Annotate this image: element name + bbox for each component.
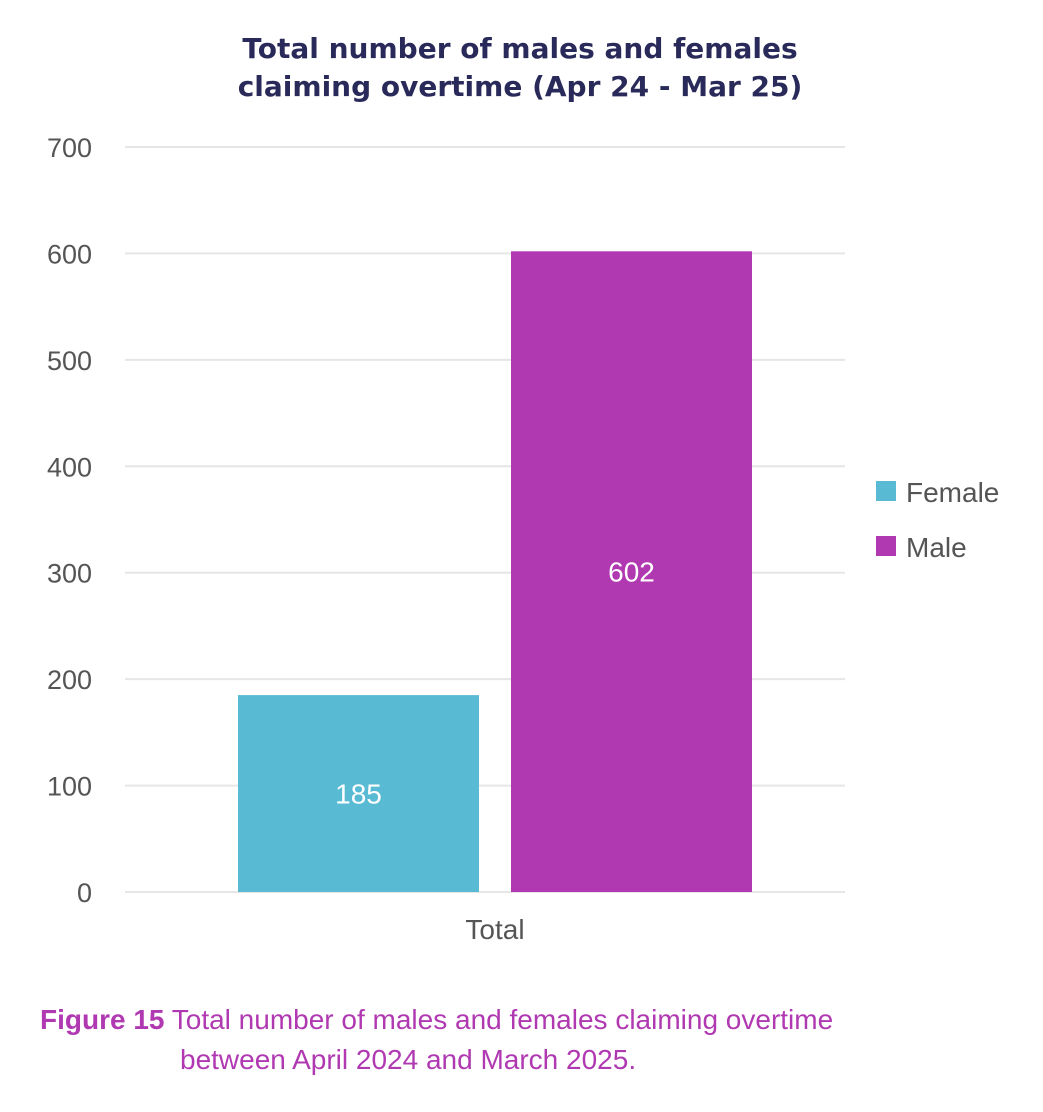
legend-label-female: Female (906, 477, 999, 508)
data-label-female: 185 (335, 779, 382, 810)
chart-title-line-2: claiming overtime (Apr 24 - Mar 25) (237, 70, 803, 103)
y-tick-label: 300 (47, 559, 92, 589)
chart-title: Total number of males and females claimi… (150, 30, 890, 106)
caption-line-2: between April 2024 and March 2025. (180, 1044, 637, 1075)
chart-title-line-1: Total number of males and females (242, 32, 798, 65)
bar-male (511, 251, 752, 893)
bar-chart: 0 100 200 300 400 500 600 700 185 602 Total Fema… (47, 133, 999, 945)
legend-swatch-male (876, 536, 896, 556)
x-axis: Total (465, 914, 524, 945)
x-tick-label: Total (465, 914, 524, 945)
data-label-male: 602 (608, 557, 655, 588)
y-tick-label: 600 (47, 239, 92, 269)
y-tick-label: 700 (47, 133, 92, 163)
y-tick-label: 0 (77, 878, 92, 908)
legend-swatch-female (876, 481, 896, 501)
y-tick-label: 400 (47, 452, 92, 482)
legend: Female Male (876, 477, 999, 563)
caption-line-1: Total number of males and females claimi… (164, 1004, 834, 1035)
y-tick-label: 100 (47, 772, 92, 802)
y-axis: 0 100 200 300 400 500 600 700 (47, 133, 92, 908)
legend-label-male: Male (906, 532, 967, 563)
y-tick-label: 500 (47, 346, 92, 376)
y-tick-label: 200 (47, 665, 92, 695)
bar-female (238, 695, 479, 892)
caption-prefix: Figure 15 (40, 1004, 165, 1035)
bars: 185 602 (238, 251, 752, 893)
figure-caption: Figure 15 Total number of males and fema… (40, 1000, 1000, 1080)
